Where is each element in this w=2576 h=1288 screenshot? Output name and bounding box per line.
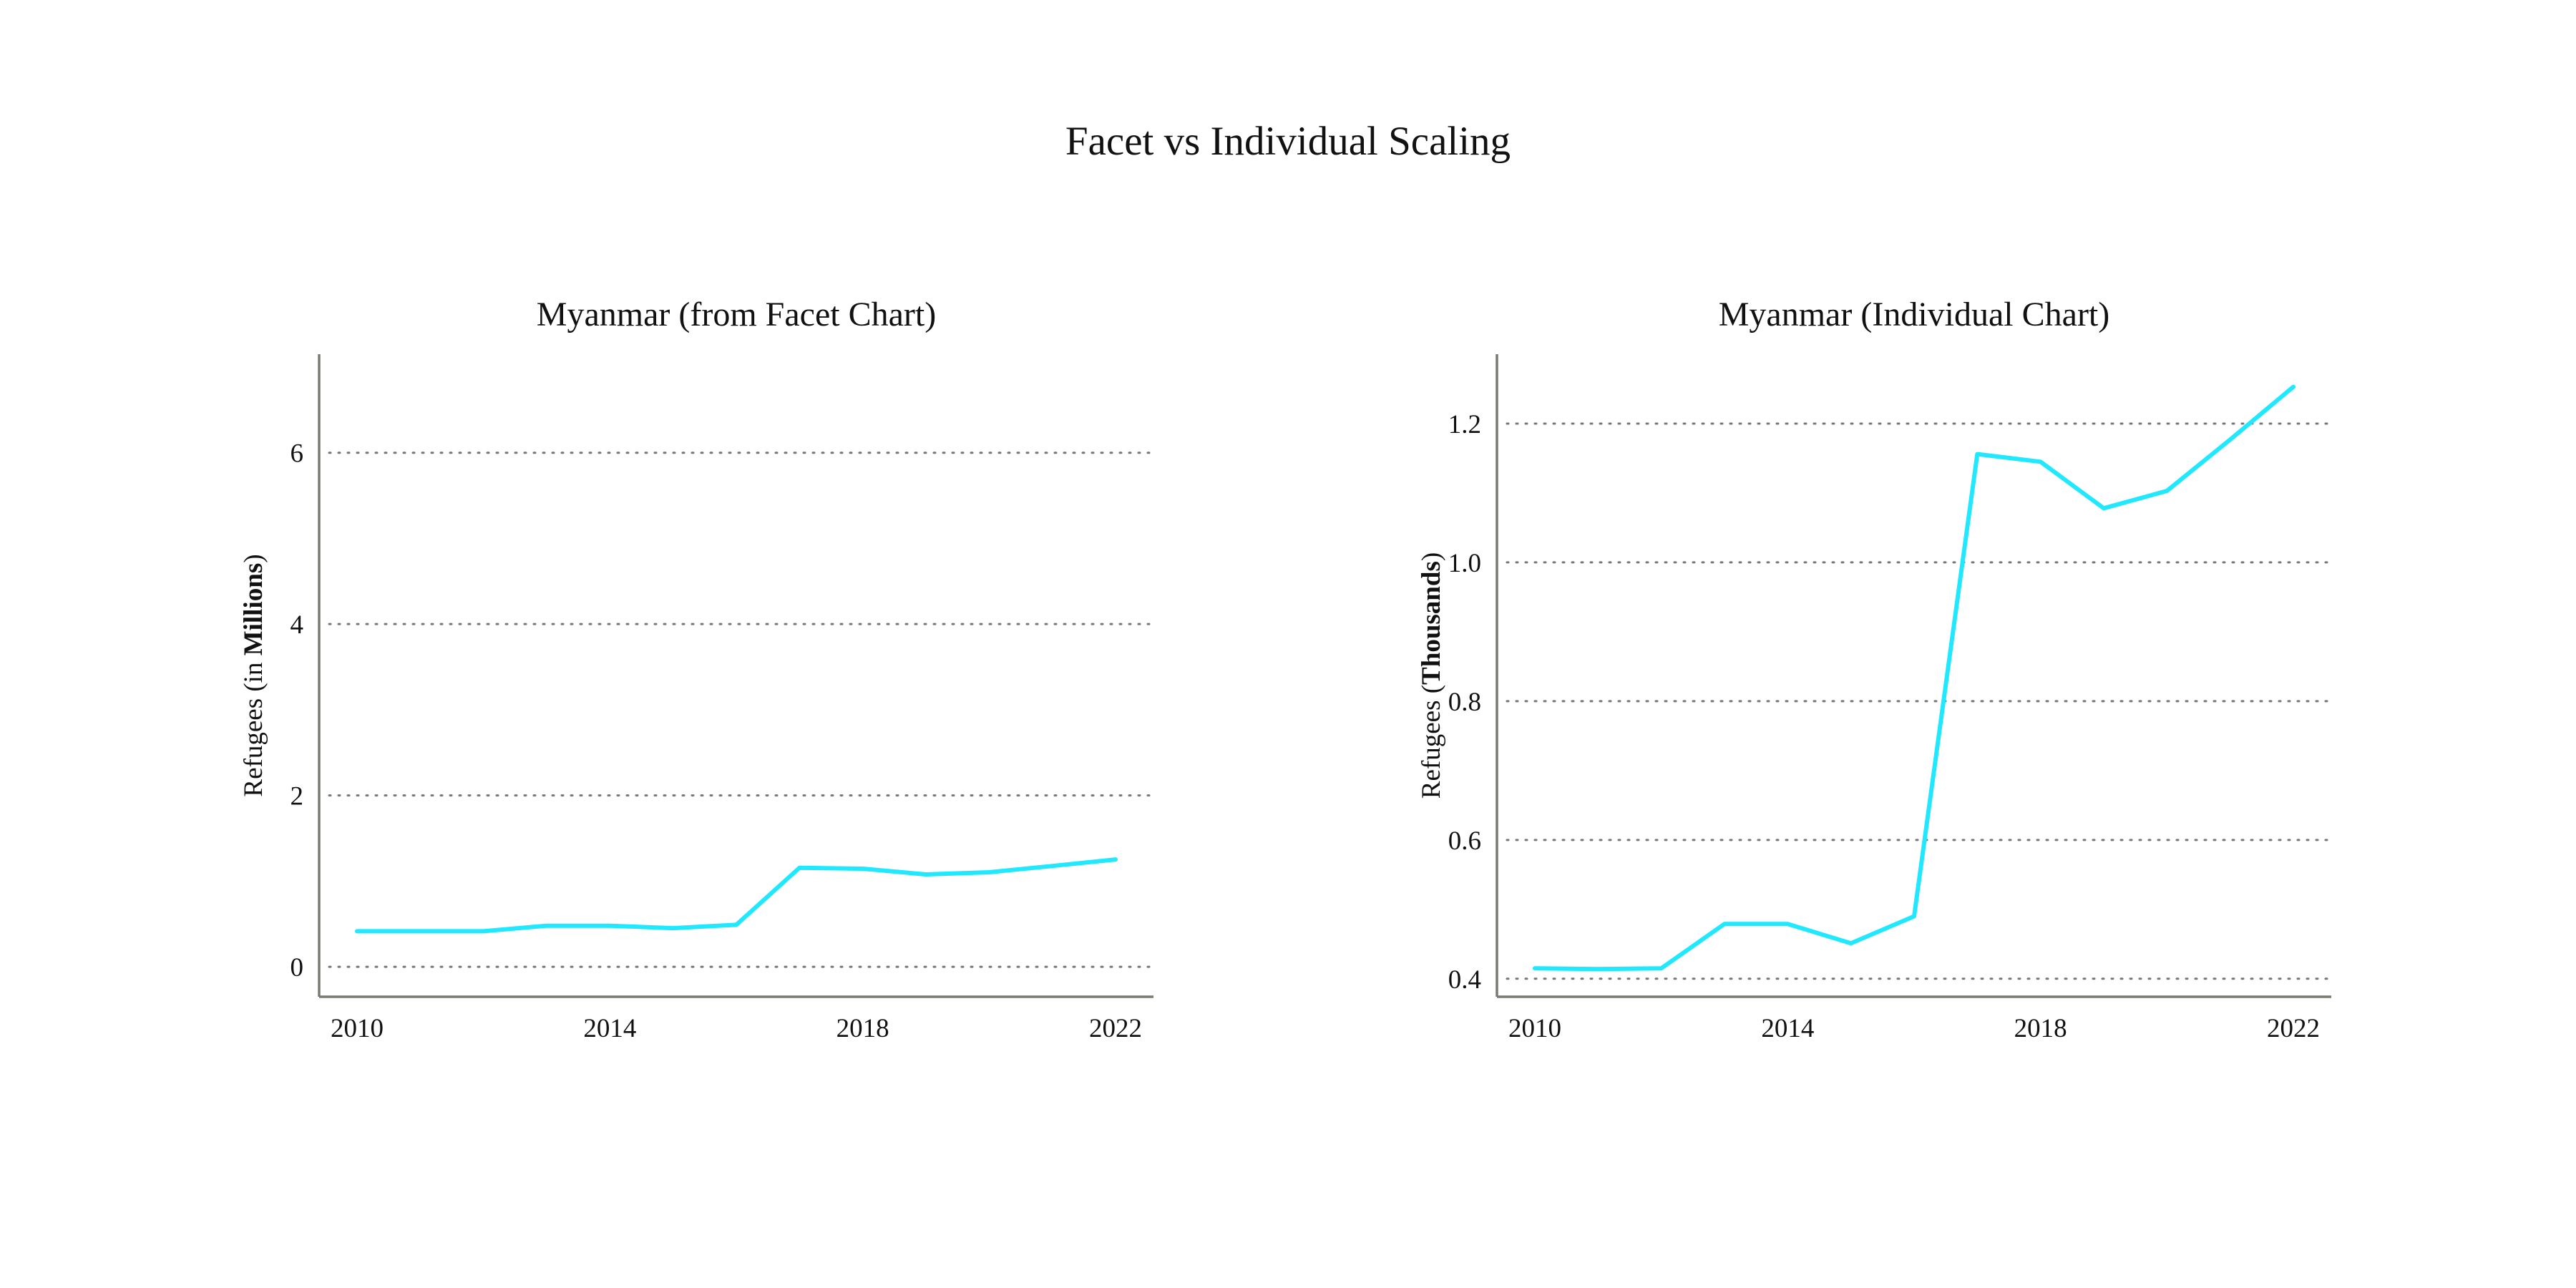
- x-tick-label: 2014: [1761, 1014, 1814, 1043]
- x-tick-label: 2014: [583, 1014, 636, 1043]
- y-axis-label: Refugees (in Millions): [239, 554, 268, 796]
- y-axis-label-prefix: Refugees (in: [239, 655, 268, 796]
- series-line: [355, 857, 1118, 934]
- y-tick-label: 4: [291, 610, 304, 640]
- y-axis-label-suffix: ): [1417, 552, 1446, 561]
- y-axis-label-prefix: Refugees (: [1417, 685, 1446, 799]
- facet-chart-panel: Myanmar (from Facet Chart) 0 2 4 6 2010 2014 20…: [239, 296, 1155, 1043]
- y-tick-label: 2: [291, 782, 304, 811]
- y-tick-label: 0.8: [1448, 688, 1481, 717]
- x-tick-label: 2018: [836, 1014, 889, 1043]
- y-tick-label: 6: [291, 439, 304, 469]
- y-tick-label: 0.4: [1448, 965, 1481, 995]
- y-tick-label: 0.6: [1448, 826, 1481, 856]
- x-tick-label: 2022: [2267, 1014, 2320, 1043]
- panel-title: Myanmar (from Facet Chart): [537, 296, 936, 333]
- y-tick-label: 1.0: [1448, 549, 1481, 578]
- figure-title: Facet vs Individual Scaling: [1065, 119, 1511, 164]
- y-tick-label: 1.2: [1448, 410, 1481, 439]
- y-axis-label-unit: Millions: [239, 563, 268, 656]
- x-tick-label: 2022: [1089, 1014, 1142, 1043]
- panel-title: Myanmar (Individual Chart): [1719, 296, 2110, 333]
- series-line: [1533, 384, 2296, 972]
- y-axis-label-unit: Thousands: [1417, 561, 1446, 685]
- x-tick-label: 2018: [2014, 1014, 2067, 1043]
- y-axis-label-suffix: ): [239, 554, 268, 562]
- y-axis-label: Refugees (Thousands): [1417, 552, 1446, 799]
- individual-chart-panel: Myanmar (Individual Chart) 0.4 0.6 0.8 1.0 1.…: [1417, 296, 2333, 1043]
- x-tick-label: 2010: [1508, 1014, 1561, 1043]
- y-tick-label: 0: [291, 953, 304, 982]
- x-tick-label: 2010: [331, 1014, 384, 1043]
